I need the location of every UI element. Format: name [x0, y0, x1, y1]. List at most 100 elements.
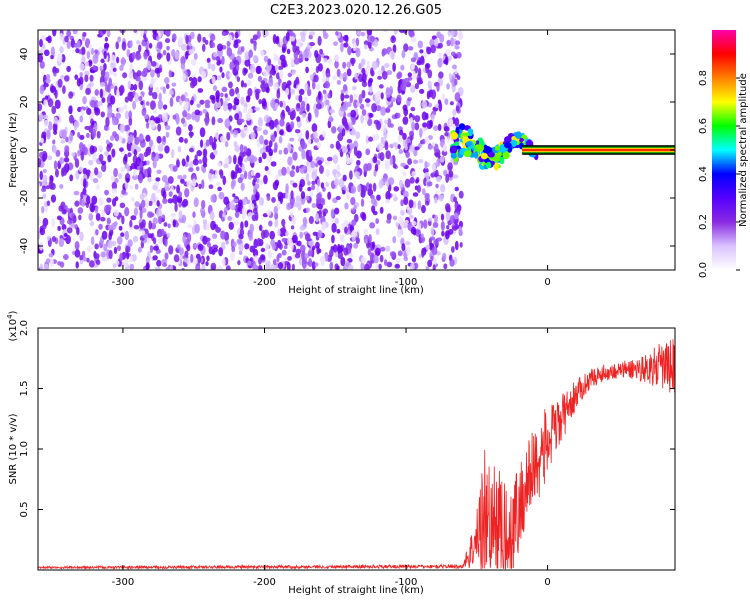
spectrogram-cell: [48, 252, 54, 258]
spectrogram-cell: [311, 123, 318, 133]
spectrogram-cell: [330, 208, 335, 218]
spectrogram-cell: [266, 195, 271, 201]
spectrogram-cell: [116, 88, 120, 98]
spectrogram-cell: [69, 174, 74, 182]
spectrogram-cell: [285, 192, 289, 200]
spectrogram-cell: [392, 215, 398, 221]
spectrogram-cell: [361, 212, 367, 222]
spectrogram-cell: [417, 200, 422, 210]
spectrogram-cell: [351, 58, 355, 67]
y-tick-label: 0: [19, 147, 30, 153]
spectrogram-cell: [418, 143, 422, 149]
spectrogram-cell: [81, 46, 86, 55]
spectrogram-cell: [155, 188, 161, 194]
spectrogram-cell: [287, 72, 293, 78]
spectrogram-cell: [151, 154, 155, 161]
spectrogram-cell: [210, 33, 216, 42]
spectrogram-cell: [349, 122, 353, 130]
spectrogram-cell: [168, 245, 174, 255]
spectrogram-cell: [281, 249, 287, 256]
spectrogram-cell: [68, 91, 74, 99]
spectrogram-cell: [86, 132, 90, 139]
spectrogram-cell: [410, 36, 417, 43]
spectrogram-cell: [386, 218, 392, 224]
spectrogram-cell: [434, 37, 439, 47]
spectrogram-cell: [301, 149, 306, 160]
spectrogram-cell: [234, 211, 240, 218]
colorbar-tick-label: 0.8: [698, 70, 709, 86]
spectrogram-cell: [263, 30, 269, 37]
spectrogram-cell: [129, 63, 133, 72]
spectrogram-cell: [392, 235, 397, 244]
spectrogram-cell: [204, 39, 209, 45]
spectrogram-cell: [221, 216, 225, 222]
spectrogram-cell: [65, 208, 72, 213]
spectrogram-cell: [62, 166, 68, 176]
spectrogram-cell: [178, 136, 184, 143]
spectrogram-cell: [283, 245, 288, 250]
spectrogram-cell: [405, 246, 411, 256]
spectrogram-cell: [373, 134, 380, 141]
spectrogram-cell: [442, 252, 447, 261]
spectrogram-cell: [504, 142, 512, 149]
spectrogram-cell: [349, 224, 355, 233]
spectrogram-cell: [290, 225, 295, 230]
spectrogram-cell: [39, 84, 45, 95]
spectrogram-cell: [212, 85, 218, 91]
spectrogram-cell: [151, 77, 156, 84]
spectrogram-cell: [465, 141, 472, 147]
spectrogram-cell: [165, 131, 170, 138]
spectrogram-cell: [124, 230, 130, 241]
spectrogram-cell: [452, 108, 457, 117]
spectrogram-cell: [77, 131, 81, 138]
spectrogram-cell: [341, 128, 346, 137]
spectrogram-cell: [152, 237, 157, 245]
spectrogram-cell: [222, 175, 227, 186]
spectrogram-cell: [162, 190, 167, 200]
spectrogram-cell: [144, 37, 148, 43]
spectrogram-cell: [494, 162, 499, 171]
spectrogram-cell: [364, 44, 368, 50]
spectrogram-cell: [242, 126, 249, 134]
spectrogram-cell: [193, 53, 198, 60]
spectrogram-cell: [90, 47, 95, 56]
spectrogram-cell: [403, 43, 409, 52]
spectrogram-cell: [444, 98, 449, 105]
spectrogram-cell: [220, 92, 224, 98]
spectrogram-cell: [119, 252, 123, 262]
spectrogram-cell: [325, 182, 330, 187]
spectrogram-cell: [134, 183, 139, 190]
spectrogram-cell: [204, 116, 209, 126]
spectrogram-cell: [410, 226, 417, 235]
spectrogram-cell: [166, 232, 171, 239]
spectrogram-cell: [440, 221, 445, 231]
spectrogram-cell: [331, 126, 337, 134]
spectrogram-cell: [119, 135, 123, 143]
spectrogram-cell: [149, 83, 154, 88]
spectrogram-cell: [315, 102, 322, 110]
spectrogram-cell: [74, 200, 80, 207]
spectrogram-cell: [161, 174, 168, 183]
spectrogram-cell: [417, 40, 424, 49]
spectrogram-cell: [407, 97, 412, 102]
spectrogram-cell: [178, 191, 183, 198]
spectrogram-cell: [142, 107, 147, 112]
spectrogram-cell: [218, 191, 225, 200]
spectrogram-cell: [111, 240, 117, 246]
spectrogram-cell: [221, 31, 227, 37]
spectrogram-cell: [156, 200, 160, 207]
spectrogram-cell: [128, 110, 133, 120]
spectrogram-cell: [155, 117, 161, 124]
spectrogram-cell: [167, 176, 174, 184]
spectrogram-cell: [138, 44, 142, 53]
spectrogram-cell: [164, 38, 171, 44]
spectrogram-cell: [433, 239, 439, 246]
spectrogram-cell: [278, 136, 283, 144]
spectrogram-cell: [74, 241, 80, 251]
spectrogram-cell: [176, 159, 180, 168]
spectrogram-cell: [273, 52, 277, 62]
spectrogram-cell: [433, 125, 439, 131]
spectrogram-cell: [181, 43, 187, 51]
spectrogram-cell: [411, 256, 416, 263]
spectrogram-cell: [276, 254, 280, 263]
